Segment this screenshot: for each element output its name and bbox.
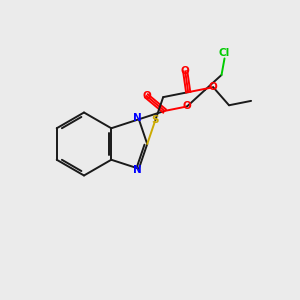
Text: O: O xyxy=(142,91,151,101)
Text: S: S xyxy=(152,115,159,125)
Text: N: N xyxy=(133,113,142,123)
Text: O: O xyxy=(181,66,190,76)
Text: O: O xyxy=(183,101,191,112)
Text: N: N xyxy=(133,165,142,175)
Text: Cl: Cl xyxy=(219,48,230,58)
Text: O: O xyxy=(209,82,218,92)
